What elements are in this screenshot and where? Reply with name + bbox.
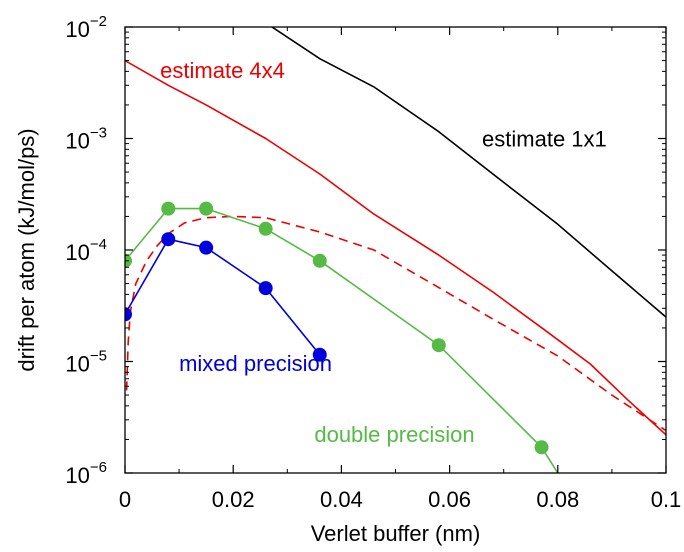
ticks-layer: 0 0.02 0.04 0.06 0.08 0.1 10−6 10−5 10−4 10−3 10−2	[65, 13, 681, 512]
series-3-point-1	[161, 201, 176, 216]
x-tick-label-5: 0.1	[651, 487, 682, 512]
x-tick-label-3: 0.06	[428, 487, 471, 512]
y-tick-label-1: 10−5	[65, 348, 107, 377]
series-3-point-3	[258, 221, 273, 236]
series-label-2: mixed precision	[179, 351, 332, 376]
series-4-point-2	[199, 240, 214, 255]
series-line-4	[125, 238, 321, 356]
series-layer	[125, 27, 666, 473]
x-tick-label-4: 0.08	[536, 487, 579, 512]
series-line-0	[270, 27, 666, 318]
series-label-3: double precision	[314, 422, 474, 447]
x-tick-label-1: 0.02	[212, 487, 255, 512]
x-axis-title: Verlet buffer (nm)	[311, 521, 481, 546]
series-4-point-1	[161, 232, 176, 247]
series-3-point-6	[534, 440, 549, 455]
series-label-1: estimate 4x4	[160, 58, 285, 83]
y-tick-label-2: 10−4	[65, 236, 107, 265]
y-axis-title: drift per atom (kJ/mol/ps)	[14, 128, 39, 371]
series-4-point-4	[312, 347, 327, 362]
series-label-0: estimate 1x1	[482, 126, 607, 151]
series-line-1	[125, 59, 666, 436]
series-line-2	[125, 215, 666, 432]
x-tick-label-0: 0	[119, 487, 131, 512]
labels-layer: estimate 1x1 estimate 4x4 mixed precision d…	[160, 58, 607, 447]
series-4-point-3	[258, 281, 273, 296]
series-4-point-0	[125, 307, 132, 322]
x-tick-label-2: 0.04	[320, 487, 363, 512]
series-3-point-5	[431, 338, 446, 353]
series-3-point-2	[199, 201, 214, 216]
series-3-point-4	[312, 253, 327, 268]
y-tick-label-4: 10−2	[65, 13, 107, 42]
y-tick-label-3: 10−3	[65, 125, 107, 154]
y-tick-label-0: 10−6	[65, 459, 107, 488]
